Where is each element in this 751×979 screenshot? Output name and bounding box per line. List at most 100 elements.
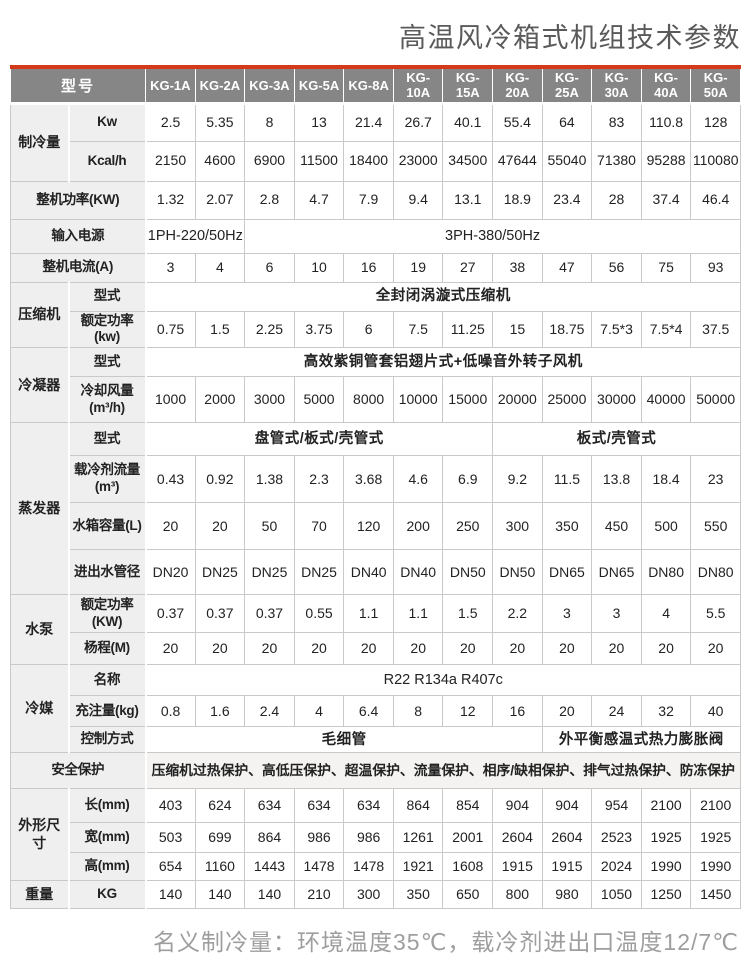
value-cell: 1915: [541, 852, 593, 882]
value-cell: DN50: [442, 549, 494, 596]
table-row: 载冷剂流量(m³) 0.43 0.92 1.38 2.3 3.68 4.6 6.9 9.2 11.…: [11, 455, 741, 504]
value-cell: 1.5: [442, 594, 494, 634]
value-cell: 854: [442, 788, 494, 824]
value-cell: 7.5*3: [591, 310, 642, 349]
row-label-cell: 杨程(M): [67, 632, 147, 666]
value-cell: 1261: [392, 822, 444, 854]
value-cell: 110080: [690, 140, 741, 182]
row-label-cell: 名称: [67, 664, 147, 697]
table-row: 进出水管径 DN20 DN25 DN25 DN25 DN40 DN40 DN50 DN50 DN6…: [11, 549, 741, 596]
merged-value-cell: 3PH-380/50Hz: [244, 218, 741, 254]
value-cell: 450: [591, 502, 642, 551]
value-cell: 3: [541, 594, 593, 634]
table-row: 水泵 额定功率(KW) 0.37 0.37 0.37 0.55 1.1 1.1 1.5 2.2 3 3…: [10, 594, 741, 666]
value-cell: DN20: [145, 549, 196, 596]
value-cell: 2001: [442, 822, 494, 854]
value-cell: 140: [244, 880, 295, 910]
value-cell: 30000: [591, 376, 642, 424]
value-cell: 0.37: [244, 594, 295, 634]
value-cell: 2100: [690, 788, 741, 824]
row-label-cell: 宽(mm): [67, 822, 147, 854]
row-label-cell: 水箱容量(L): [67, 502, 147, 551]
value-cell: 55.4: [492, 102, 543, 142]
row-label-cell: 充注量(kg): [67, 695, 147, 728]
value-cell: 64: [541, 102, 593, 142]
value-cell: 140: [145, 880, 196, 910]
value-cell: 5000: [293, 376, 345, 424]
value-cell: 4.6: [392, 455, 444, 504]
value-cell: 11.25: [442, 310, 494, 349]
value-cell: 19: [392, 252, 444, 283]
value-cell: 140: [194, 880, 246, 910]
value-cell: 21.4: [343, 102, 394, 142]
value-cell: 864: [244, 822, 295, 854]
value-cell: 13.8: [591, 455, 642, 504]
value-cell: 20: [591, 632, 642, 666]
value-cell: 15000: [442, 376, 494, 424]
value-cell: 0.37: [145, 594, 196, 634]
value-cell: 95288: [640, 140, 692, 182]
value-cell: 50: [244, 502, 295, 551]
value-cell: 5.35: [194, 102, 246, 142]
value-cell: 634: [343, 788, 394, 824]
value-cell: 70: [293, 502, 345, 551]
value-cell: 1990: [640, 852, 692, 882]
value-cell: 47644: [492, 140, 543, 182]
value-cell: 0.75: [145, 310, 196, 349]
value-cell: 6.4: [343, 695, 394, 728]
model-header-cell: KG-3A: [244, 67, 295, 105]
value-cell: DN40: [392, 549, 444, 596]
value-cell: 2.3: [293, 455, 345, 504]
value-cell: 9.2: [492, 455, 543, 504]
value-cell: DN65: [591, 549, 642, 596]
table-row: 外形尺寸 长(mm) 403 624 634 634 634 864 854 904 904 954 2…: [10, 788, 741, 882]
value-cell: 624: [194, 788, 246, 824]
model-header-cell: KG-15A: [442, 67, 494, 105]
value-cell: 11.5: [541, 455, 593, 504]
value-cell: 2024: [591, 852, 642, 882]
value-cell: 634: [293, 788, 345, 824]
table-row: 蒸发器 型式 盘管式/板式/壳管式 板式/壳管式: [10, 422, 741, 596]
model-header-cell: KG-8A: [343, 67, 394, 105]
value-cell: 18.4: [640, 455, 692, 504]
table-row: 重量 KG 140 140 140 210 300 350 650 800 980 1050 1250 1…: [10, 880, 741, 910]
value-cell: 8000: [343, 376, 394, 424]
value-cell: 1990: [690, 852, 741, 882]
value-cell: 40000: [640, 376, 692, 424]
value-cell: 8: [392, 695, 444, 728]
value-cell: 980: [541, 880, 593, 910]
value-cell: DN25: [194, 549, 246, 596]
footer-note: 名义制冷量：环境温度35℃，载冷剂进出口温度12/7℃: [152, 929, 739, 956]
value-cell: 10000: [392, 376, 444, 424]
value-cell: 2.07: [194, 180, 246, 220]
value-cell: 986: [293, 822, 345, 854]
value-cell: 7.9: [343, 180, 394, 220]
value-cell: 28: [591, 180, 642, 220]
merged-value-cell: 毛细管: [145, 726, 543, 754]
merged-value-cell: 1PH-220/50Hz: [145, 218, 246, 254]
value-cell: 350: [541, 502, 593, 551]
value-cell: 3.75: [293, 310, 345, 349]
value-cell: 9.4: [392, 180, 444, 220]
value-cell: 20: [194, 502, 246, 551]
value-cell: 5.5: [690, 594, 741, 634]
value-cell: 1.38: [244, 455, 295, 504]
value-cell: 50000: [690, 376, 741, 424]
value-cell: 55040: [541, 140, 593, 182]
merged-value-cell: 外平衡感温式热力膨胀阀: [541, 726, 742, 754]
value-cell: 120: [343, 502, 394, 551]
value-cell: 4.7: [293, 180, 345, 220]
group-label-cell: 外形尺寸: [10, 788, 70, 882]
value-cell: 2.5: [145, 102, 196, 142]
value-cell: 75: [640, 252, 692, 283]
value-cell: 93: [690, 252, 741, 283]
value-cell: 2150: [145, 140, 196, 182]
value-cell: 1915: [492, 852, 543, 882]
value-cell: 37.4: [640, 180, 692, 220]
value-cell: 2604: [541, 822, 593, 854]
value-cell: 1.32: [145, 180, 196, 220]
table-row: 冷媒 名称 R22 R134a R407c: [10, 664, 741, 754]
row-label-cell: 冷却风量(m³/h): [67, 376, 147, 424]
value-cell: 46.4: [690, 180, 741, 220]
value-cell: DN80: [640, 549, 692, 596]
